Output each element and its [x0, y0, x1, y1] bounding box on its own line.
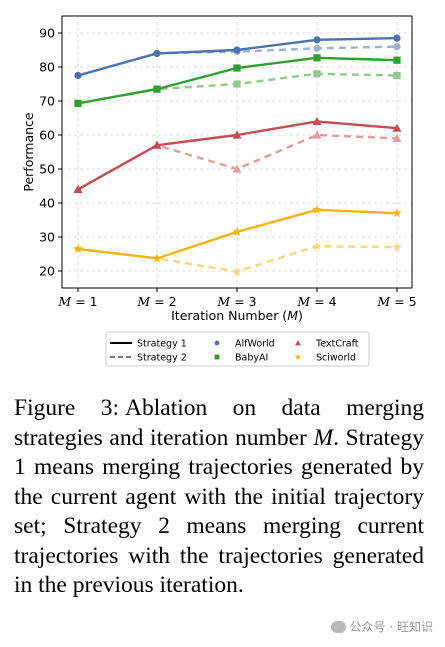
caption-label: Figure 3:	[14, 395, 120, 421]
legend-label-alfworld: AlfWorld	[235, 339, 275, 350]
data-point-alfworld-strategy-2	[313, 44, 321, 52]
data-point-alfworld-strategy-1	[233, 46, 241, 54]
data-point-alfworld-strategy-1	[313, 36, 321, 44]
series-babyai-strategy-2	[74, 70, 401, 107]
series-babyai-strategy-1	[74, 54, 401, 107]
legend: Strategy 1 Strategy 2 AlfWorld BabyAI TextCr…	[105, 331, 370, 367]
data-point-sciworld-strategy-2	[232, 266, 242, 276]
legend-label-strategy-1: Strategy 1	[137, 339, 187, 350]
series-line-sciworld-strategy-2	[77, 244, 398, 273]
data-point-babyai-strategy-1	[153, 85, 161, 93]
data-point-babyai-strategy-2	[313, 70, 321, 78]
data-point-babyai-strategy-2	[233, 80, 241, 88]
caption-text-after: . Strategy 1 means merging trajectories …	[14, 424, 424, 599]
series-line-babyai-strategy-2	[77, 72, 398, 105]
data-point-sciworld-strategy-1	[312, 204, 322, 214]
legend-marker-babyai	[214, 354, 220, 360]
y-axis-ticks: 20 30 40 50 60 70 80 90	[39, 26, 62, 279]
data-point-babyai-strategy-1	[393, 56, 401, 64]
data-point-babyai-strategy-1	[313, 54, 321, 62]
y-tick-label: 20	[39, 264, 55, 279]
grid-layer	[62, 16, 412, 288]
data-point-textcraft-strategy-1	[232, 130, 242, 139]
data-point-textcraft-strategy-1	[73, 184, 83, 193]
y-tick-label: 90	[39, 26, 55, 41]
data-point-babyai-strategy-2	[393, 71, 401, 80]
y-tick-label: 80	[39, 60, 55, 75]
x-tick-label: M = 5	[376, 294, 416, 309]
y-tick-label: 30	[39, 230, 55, 245]
legend-label-textcraft: TextCraft	[315, 339, 359, 350]
figure-caption: Figure 3: Ablation on data merging strate…	[14, 394, 424, 601]
series-textcraft-strategy-2	[73, 130, 402, 193]
x-axis-label-text: Iteration Number (M)	[171, 308, 303, 323]
legend-label-babyai: BabyAI	[235, 353, 268, 364]
data-point-textcraft-strategy-1	[392, 123, 402, 132]
watermark: 公众号 · 旺知识	[330, 618, 433, 635]
legend-marker-sciworld	[294, 353, 302, 360]
x-tick-label: M = 4	[296, 294, 336, 309]
series-sciworld-strategy-2	[73, 241, 402, 276]
legend-marker-textcraft	[295, 340, 301, 346]
data-point-sciworld-strategy-2	[392, 242, 402, 252]
x-tick-label: M = 3	[216, 294, 256, 309]
data-point-textcraft-strategy-2	[392, 133, 402, 142]
data-point-sciworld-strategy-1	[232, 227, 242, 236]
y-axis-label: Performance	[21, 112, 36, 192]
legend-box	[105, 331, 370, 367]
data-point-sciworld-strategy-2	[312, 241, 322, 251]
plot-frame	[61, 15, 413, 289]
data-point-alfworld-strategy-1	[153, 49, 161, 58]
data-point-babyai-strategy-1	[233, 64, 241, 72]
watermark-text: 公众号 · 旺知识	[349, 620, 433, 634]
data-point-textcraft-strategy-1	[152, 140, 162, 149]
y-tick-label: 50	[39, 162, 55, 177]
data-point-sciworld-strategy-1	[73, 244, 83, 253]
data-point-alfworld-strategy-1	[393, 34, 401, 42]
series-textcraft-strategy-1	[73, 116, 402, 193]
x-axis-label-variable: M	[287, 308, 298, 323]
caption-variable: M	[313, 424, 334, 451]
x-tick-label: M = 1	[57, 294, 97, 309]
data-point-sciworld-strategy-1	[152, 253, 162, 263]
data-point-alfworld-strategy-2	[393, 43, 401, 51]
y-tick-label: 60	[39, 128, 55, 143]
data-point-textcraft-strategy-2	[232, 164, 242, 173]
legend-label-sciworld: Sciworld	[316, 353, 356, 364]
data-point-textcraft-strategy-2	[312, 130, 322, 139]
data-point-textcraft-strategy-1	[312, 116, 322, 125]
legend-marker-alfworld	[214, 340, 220, 346]
y-tick-label: 40	[39, 196, 55, 211]
wechat-icon	[330, 620, 346, 633]
data-point-babyai-strategy-1	[74, 99, 82, 107]
caption-text-before: Ablation on data merging strategies and …	[14, 395, 424, 451]
x-axis-label: Iteration Number (M)	[171, 308, 303, 323]
x-tick-label: M = 2	[136, 294, 176, 309]
series-sciworld-strategy-1	[73, 204, 402, 263]
series-alfworld-strategy-1	[74, 34, 401, 80]
series-layer	[73, 34, 402, 276]
x-axis-ticks: M = 1 M = 2 M = 3 M = 4 M = 5	[57, 288, 417, 309]
data-point-sciworld-strategy-1	[392, 208, 402, 218]
legend-label-strategy-2: Strategy 2	[137, 353, 187, 364]
data-point-alfworld-strategy-1	[74, 71, 82, 80]
y-tick-label: 70	[39, 94, 55, 109]
